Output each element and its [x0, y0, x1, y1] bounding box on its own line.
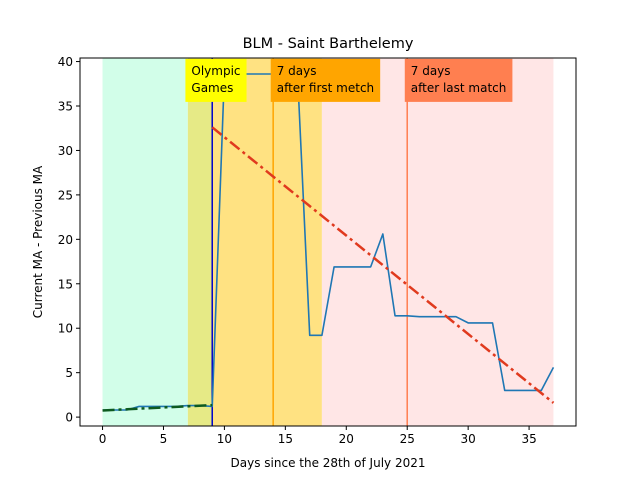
x-tick-label-3: 15 [278, 432, 293, 446]
annotation-2: 7 days after last match [404, 58, 513, 102]
series-lines [102, 73, 555, 412]
annotation-0-box [185, 58, 247, 102]
x-axis-label: Days since the 28th of July 2021 [231, 456, 426, 470]
x-tick-label-5: 25 [400, 432, 415, 446]
y-axis-ticks: 0 5 10 15 20 25 30 35 40 [58, 55, 80, 425]
x-tick-label-0: 0 [99, 432, 107, 446]
annotation-2-line-0: 7 days [411, 64, 451, 78]
y-tick-label-1: 5 [65, 366, 73, 380]
shaded-region-2 [212, 58, 322, 426]
shaded-region-3 [321, 58, 554, 426]
y-tick-label-2: 10 [58, 322, 73, 336]
x-tick-label-6: 30 [461, 432, 476, 446]
annotation-1-line-1: after first metch [277, 81, 374, 95]
y-tick-label-3: 15 [58, 277, 73, 291]
shaded-region-0 [102, 58, 188, 426]
annotation-0-line-0: Olympic [191, 64, 240, 78]
y-tick-label-4: 20 [58, 233, 73, 247]
series-line-2 [211, 126, 555, 404]
y-tick-label-7: 35 [58, 100, 73, 114]
x-tick-label-4: 20 [339, 432, 354, 446]
x-tick-label-1: 5 [160, 432, 168, 446]
series-line-1 [102, 403, 213, 412]
x-axis-ticks: 0 5 10 15 20 25 30 35 [99, 426, 537, 446]
annotation-1: 7 days after first metch [270, 58, 381, 102]
x-tick-label-2: 10 [217, 432, 232, 446]
y-tick-label-0: 0 [65, 411, 73, 425]
annotation-2-line-1: after last match [411, 81, 507, 95]
y-tick-label-8: 40 [58, 55, 73, 69]
annotation-0-line-1: Games [191, 81, 233, 95]
y-tick-label-5: 25 [58, 188, 73, 202]
shaded-region-1 [187, 58, 213, 426]
y-axis-label: Current MA - Previous MA [31, 165, 45, 318]
vertical-event-lines [211, 58, 408, 426]
shaded-regions [102, 58, 554, 426]
y-tick-label-6: 30 [58, 144, 73, 158]
chart-title: BLM - Saint Barthelemy [243, 36, 414, 52]
annotation-1-box [270, 58, 381, 102]
annotation-0: Olympic Games [185, 58, 247, 102]
annotation-2-box [404, 58, 513, 102]
x-tick-label-7: 35 [521, 432, 536, 446]
plot-frame [79, 57, 577, 427]
annotation-1-line-0: 7 days [277, 64, 317, 78]
